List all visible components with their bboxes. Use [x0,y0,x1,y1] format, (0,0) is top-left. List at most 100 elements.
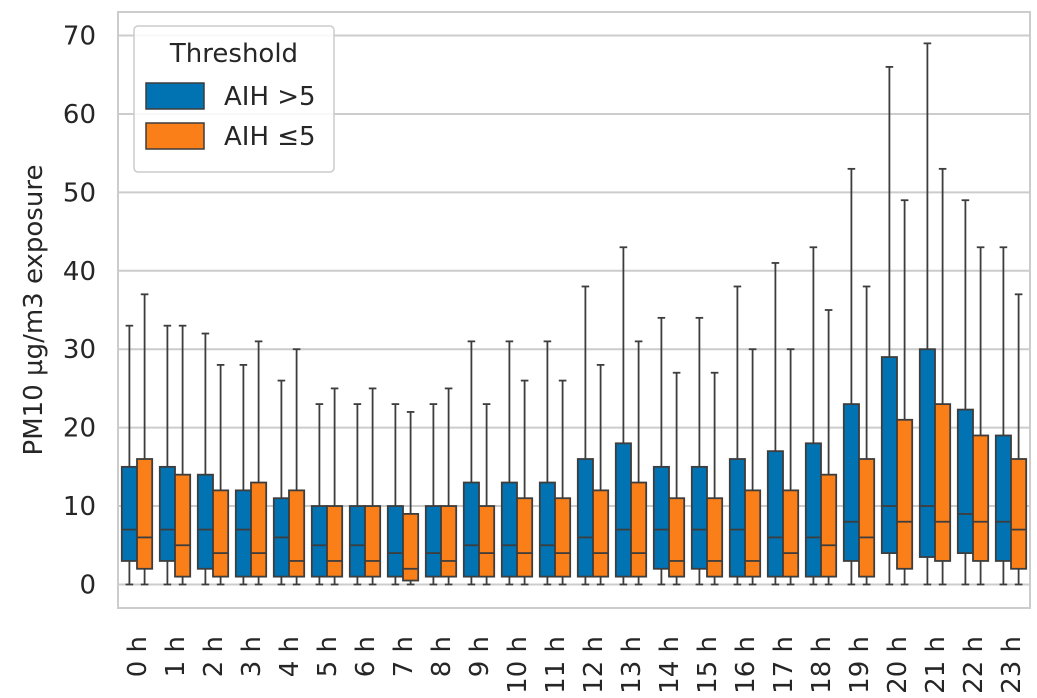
box-aih-at-most-5-1 [174,324,192,586]
box-aih-above-5-17 [766,262,784,586]
iqr-box [234,489,252,578]
y-tick-label-20: 20 [63,414,96,444]
x-tick-label-5: 5 h [313,636,343,677]
iqr-box [348,505,366,578]
box-aih-above-5-7 [386,403,404,586]
box-aih-at-most-5-7 [402,411,420,586]
y-tick-label-60: 60 [63,100,96,130]
legend: Threshold AIH >5 AIH ≤5 [133,25,335,173]
iqr-box [896,418,914,570]
x-tick-label-18: 18 h [807,636,837,694]
box-aih-at-most-5-17 [782,348,800,586]
box-aih-at-most-5-12 [592,363,610,586]
x-tick-label-7: 7 h [389,636,419,677]
box-aih-at-most-5-13 [630,340,648,586]
iqr-box [782,489,800,578]
x-tick-label-19: 19 h [845,636,875,694]
iqr-box [842,403,860,562]
iqr-box [554,497,572,578]
box-aih-at-most-5-9 [478,403,496,586]
box-aih-at-most-5-8 [440,387,458,586]
box-aih-above-5-18 [804,246,822,586]
box-aih-above-5-10 [500,340,518,586]
legend-swatch-aih-at-most-5 [145,122,205,150]
iqr-box [690,465,708,570]
iqr-box [918,348,936,558]
box-aih-above-5-11 [538,340,556,586]
box-aih-above-5-3 [234,363,252,586]
axes-frame [117,11,1031,609]
x-tick-label-10: 10 h [503,636,533,694]
iqr-box [364,505,382,578]
box-aih-at-most-5-16 [744,348,762,586]
box-aih-at-most-5-6 [364,387,382,586]
box-aih-above-5-22 [956,199,974,586]
iqr-box [592,489,610,578]
iqr-box [120,465,138,562]
box-aih-above-5-14 [652,316,670,586]
x-tick-label-2: 2 h [199,636,229,677]
iqr-box [196,473,214,570]
iqr-box [766,450,784,578]
iqr-box [706,497,724,578]
x-tick-label-17: 17 h [769,636,799,694]
box-aih-at-most-5-11 [554,379,572,586]
box-aih-above-5-0 [120,324,138,586]
box-aih-above-5-5 [310,403,328,586]
box-aih-at-most-5-20 [896,199,914,586]
box-aih-at-most-5-21 [934,167,952,586]
x-tick-label-1: 1 h [161,636,191,677]
box-aih-above-5-8 [424,403,442,586]
iqr-box [820,473,838,578]
iqr-box [402,512,420,582]
iqr-box [516,497,534,578]
iqr-box [804,442,822,578]
iqr-box [250,481,268,578]
legend-swatch-aih-above-5 [145,82,205,110]
iqr-box [500,481,518,578]
iqr-box [858,458,876,578]
iqr-box [462,481,480,578]
box-aih-at-most-5-15 [706,371,724,586]
iqr-box [288,489,306,578]
x-tick-label-13: 13 h [617,636,647,694]
iqr-box [994,434,1012,562]
x-tick-label-4: 4 h [275,636,305,677]
box-aih-at-most-5-18 [820,309,838,586]
iqr-box [972,434,990,562]
iqr-box [744,489,762,578]
box-aih-at-most-5-23 [1010,293,1028,586]
x-tick-label-15: 15 h [693,636,723,694]
x-tick-label-12: 12 h [579,636,609,694]
iqr-box [630,481,648,578]
box-aih-above-5-9 [462,340,480,586]
x-tick-label-16: 16 h [731,636,761,694]
x-tick-label-6: 6 h [351,636,381,677]
legend-label-aih-above-5: AIH >5 [224,82,316,112]
legend-label-aih-at-most-5: AIH ≤5 [224,122,316,152]
box-aih-at-most-5-2 [212,363,230,586]
box-aih-at-most-5-0 [136,293,154,586]
iqr-box [326,505,344,578]
box-aih-above-5-12 [576,285,594,586]
iqr-box [538,481,556,578]
iqr-box [386,505,404,578]
box-aih-at-most-5-10 [516,379,534,586]
box-aih-above-5-21 [918,42,936,586]
x-tick-label-14: 14 h [655,636,685,694]
iqr-box [652,465,670,570]
box-aih-at-most-5-19 [858,285,876,586]
box-aih-above-5-1 [158,324,176,586]
y-tick-label-30: 30 [63,335,96,365]
iqr-box [212,489,230,578]
iqr-box [934,403,952,562]
box-aih-at-most-5-22 [972,246,990,586]
iqr-box [614,442,632,578]
x-tick-labels: 0 h 1 h 2 h 3 h 4 h 5 h 6 h 7 h 8 h 9 h 10 h 11 h 12… [123,636,1027,694]
box-aih-above-5-6 [348,403,366,586]
y-tick-label-0: 0 [79,570,96,600]
x-tick-label-22: 22 h [959,636,989,694]
box-aih-above-5-2 [196,332,214,586]
iqr-box [174,473,192,578]
